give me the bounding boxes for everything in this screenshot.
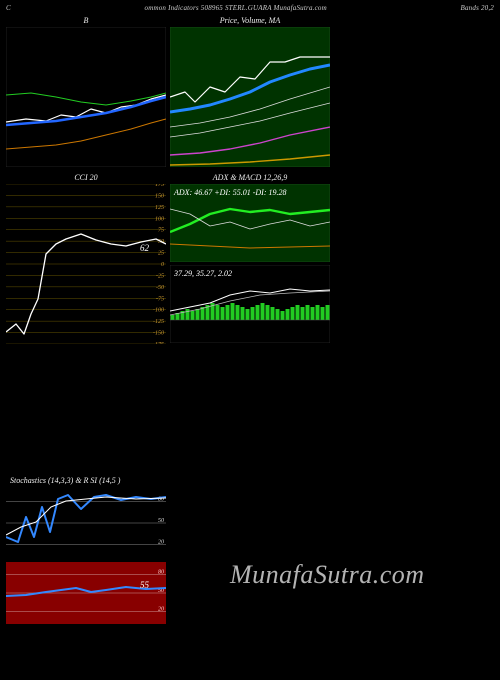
svg-text:0: 0 [161,262,164,268]
top-labels-row: B Price, Volume, MA [0,14,500,27]
panel-adx: ADX: 46.67 +DI: 55.01 -DI: 19.28 [170,184,330,262]
svg-text:-50: -50 [156,285,164,291]
panel-rsi: 80502055 [6,562,494,624]
svg-text:-150: -150 [153,331,164,337]
svg-text:-175: -175 [153,342,164,344]
svg-text:37.29, 35.27, 2.02: 37.29, 35.27, 2.02 [173,269,232,278]
hdr-right: Bands 20,2 [461,4,495,12]
svg-text:100: 100 [155,216,164,222]
svg-text:125: 125 [155,205,164,211]
col-adx-macd: ADX: 46.67 +DI: 55.01 -DI: 19.28 37.29, … [170,184,330,344]
panel-cci: 1751501251007550250-25-50-75-100-125-150… [6,184,166,344]
svg-text:150: 150 [155,193,164,199]
row2-labels: CCI 20 ADX & MACD 12,26,9 [0,171,500,184]
svg-text:20: 20 [158,607,164,613]
hdr-center: ommon Indicators 508965 STERL.GUARA Muna… [145,4,327,12]
svg-text:-25: -25 [156,273,164,279]
col-stoch-rsi: 805020 80502055 [0,487,500,624]
svg-text:20: 20 [158,540,164,546]
page-header: C ommon Indicators 508965 STERL.GUARA Mu… [0,0,500,14]
row-price [0,27,500,167]
row-indicators: 1751501251007550250-25-50-75-100-125-150… [0,184,500,344]
svg-text:-125: -125 [153,319,164,325]
label-adx-macd: ADX & MACD 12,26,9 [170,171,330,184]
hdr-left: C [6,4,11,12]
svg-text:ADX: 46.67 +DI: 55.01 -DI: 19.: ADX: 46.67 +DI: 55.01 -DI: 19.28 [173,188,287,197]
panel-macd: 37.29, 35.27, 2.02 [170,265,330,343]
label-b: B [6,14,166,27]
svg-text:55: 55 [140,580,150,590]
panel-price1 [6,27,166,167]
svg-text:175: 175 [155,184,164,188]
svg-text:62: 62 [140,243,150,253]
panel-price2 [170,27,330,167]
svg-text:80: 80 [158,569,164,575]
svg-text:25: 25 [158,251,164,257]
label-price-ma: Price, Volume, MA [170,14,330,27]
svg-text:-100: -100 [153,308,164,314]
label-cci: CCI 20 [6,171,166,184]
svg-text:50: 50 [158,518,164,524]
label-stoch: Stochastics (14,3,3) & R SI (14,5 ) [0,474,500,487]
panel-stoch: 805020 [6,487,494,559]
svg-text:-75: -75 [156,296,164,302]
svg-text:75: 75 [158,228,164,234]
